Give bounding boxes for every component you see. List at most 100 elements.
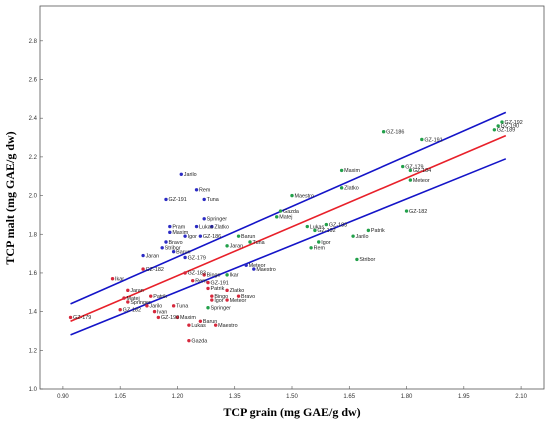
data-point (187, 323, 191, 327)
x-tick-label: 1.35 (229, 394, 241, 400)
data-point (179, 172, 183, 176)
data-point-label: Tuna (207, 197, 219, 203)
data-point-label: Ivan (157, 309, 167, 315)
data-point-label: Ikar (115, 277, 124, 283)
data-point-label: GZ-186 (386, 130, 404, 136)
data-point (194, 188, 199, 192)
data-point-label: Meteor (413, 178, 430, 184)
data-point-label: Rem (199, 188, 211, 194)
data-point-label: GZ-179 (73, 315, 91, 321)
data-point (141, 253, 145, 258)
data-point (164, 240, 168, 244)
data-point (317, 240, 321, 244)
data-point-label: Stribor (359, 257, 375, 263)
data-point-label: Patrik (211, 286, 225, 292)
data-point (275, 215, 279, 219)
data-point-label: Bravo (241, 294, 255, 300)
data-point (168, 230, 172, 235)
data-point (313, 228, 317, 233)
data-point-label: GZ-182 (123, 307, 141, 313)
data-point (305, 224, 309, 229)
data-point (183, 255, 187, 260)
x-tick-label: 1.65 (343, 394, 355, 400)
data-point-label: Maxim (344, 168, 360, 174)
data-point-label: GZ-190 (501, 124, 519, 130)
data-point (225, 273, 229, 277)
data-point-label: Igor (188, 234, 197, 240)
data-point (206, 306, 210, 310)
x-axis-title: TCP grain (mg GAE/g dw) (223, 405, 360, 419)
confidence-lower-line (70, 158, 507, 336)
data-point (164, 197, 168, 202)
data-point (236, 234, 241, 238)
data-point-label: GZ-182 (409, 209, 427, 215)
data-point (210, 298, 214, 302)
data-point (206, 280, 210, 285)
data-point (309, 246, 313, 250)
data-point-label: GZ-179 (188, 255, 206, 261)
data-point-label: Barun (203, 319, 217, 325)
data-point-label: Barun (176, 249, 190, 255)
y-tick-label: 2.6 (29, 78, 38, 84)
y-tick-label: 1.6 (29, 271, 38, 277)
data-point (202, 217, 206, 221)
data-point (381, 130, 386, 134)
y-tick-label: 2.0 (29, 194, 38, 200)
data-point (252, 267, 256, 271)
data-point-label: Barun (241, 234, 255, 240)
data-point-label: Tuna (176, 304, 188, 310)
data-point-label: Springer (211, 306, 232, 312)
data-point-label: Springer (207, 217, 228, 223)
data-point (206, 286, 210, 291)
data-point (339, 186, 344, 190)
data-point-label: Gazda (191, 338, 207, 344)
data-point (110, 277, 115, 281)
data-point-label: GZ-192 (317, 228, 335, 234)
y-tick-label: 2.8 (29, 39, 38, 45)
data-point (324, 222, 329, 227)
y-tick-label: 1.2 (29, 348, 38, 354)
data-point-label: Pram (172, 224, 185, 230)
confidence-upper-line (70, 111, 507, 305)
data-point-label: Lukas (191, 323, 206, 329)
data-point-label: GZ-186 (203, 234, 221, 240)
data-point (404, 209, 409, 213)
data-point (202, 197, 206, 202)
data-point-label: Springer (130, 300, 151, 306)
data-point-label: Lukas (199, 224, 214, 230)
data-point-label: GZ-191 (169, 197, 187, 203)
data-point (401, 164, 405, 169)
data-point-label: Rem (314, 246, 326, 252)
data-point (492, 128, 497, 132)
data-point-label: GZ-192 (505, 120, 523, 126)
data-point-label: Jaran (146, 253, 160, 259)
data-point (496, 124, 500, 128)
y-axis-title: TCP malt (mg GAE/g dw) (3, 131, 17, 264)
data-point-label: Tuna (253, 240, 265, 246)
data-point (213, 323, 218, 327)
data-point-label: GZ-183 (188, 271, 206, 277)
data-point-label: Matej (279, 215, 292, 221)
data-point-label: GZ-190 (161, 315, 179, 321)
data-point (118, 307, 122, 312)
x-tick-label: 1.05 (114, 394, 126, 400)
data-point (122, 296, 126, 300)
data-point (290, 193, 294, 198)
x-axis: 0.90 1.05 1.20 1.35 1.50 1.65 1.80 1.95 2.10 (57, 386, 528, 400)
data-point-label: Maestro (295, 193, 314, 199)
data-point (187, 338, 191, 343)
data-point (191, 278, 195, 283)
data-point-label: Patrik (371, 228, 385, 234)
data-point-label: Jarilo (149, 304, 162, 310)
confidence-band (70, 111, 507, 336)
data-point-label: Stribor (165, 246, 181, 252)
data-point (366, 228, 371, 233)
y-tick-label: 1.4 (29, 310, 38, 316)
y-tick-label: 2.4 (29, 116, 38, 122)
data-point-label: Meteor (249, 263, 266, 269)
regression-line (70, 134, 507, 323)
data-point-label: GZ-182 (146, 267, 164, 273)
data-point-label: Jaran (230, 244, 244, 250)
data-point (225, 298, 229, 302)
